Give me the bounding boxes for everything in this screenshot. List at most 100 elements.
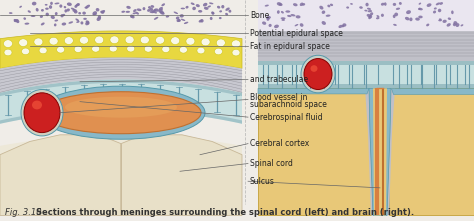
Ellipse shape <box>365 3 369 6</box>
Ellipse shape <box>186 37 195 45</box>
Ellipse shape <box>55 19 58 22</box>
Ellipse shape <box>319 6 323 10</box>
Ellipse shape <box>310 65 318 72</box>
Ellipse shape <box>74 10 78 13</box>
Ellipse shape <box>147 9 150 12</box>
Ellipse shape <box>376 15 379 17</box>
Ellipse shape <box>199 20 202 23</box>
Polygon shape <box>258 88 371 215</box>
Ellipse shape <box>185 6 189 9</box>
Ellipse shape <box>394 13 398 16</box>
Ellipse shape <box>144 46 152 52</box>
Ellipse shape <box>159 7 163 10</box>
Ellipse shape <box>418 16 423 18</box>
Ellipse shape <box>173 11 178 14</box>
Ellipse shape <box>211 12 214 15</box>
Ellipse shape <box>322 21 326 25</box>
Ellipse shape <box>159 11 163 13</box>
Ellipse shape <box>37 86 205 139</box>
Ellipse shape <box>56 46 64 53</box>
Circle shape <box>301 55 335 93</box>
Ellipse shape <box>192 7 196 10</box>
Ellipse shape <box>9 12 12 14</box>
Ellipse shape <box>50 2 53 5</box>
Ellipse shape <box>16 20 19 23</box>
Ellipse shape <box>178 20 181 22</box>
Ellipse shape <box>176 17 179 19</box>
Ellipse shape <box>406 10 411 14</box>
Ellipse shape <box>436 2 440 5</box>
Ellipse shape <box>130 16 134 18</box>
Ellipse shape <box>130 15 135 18</box>
Ellipse shape <box>55 12 58 15</box>
Ellipse shape <box>126 6 131 9</box>
Ellipse shape <box>36 8 38 11</box>
Circle shape <box>21 90 63 136</box>
Ellipse shape <box>49 5 52 9</box>
Ellipse shape <box>196 4 200 7</box>
Ellipse shape <box>262 21 266 25</box>
Ellipse shape <box>381 14 384 17</box>
Ellipse shape <box>162 46 170 53</box>
Ellipse shape <box>64 6 66 8</box>
Ellipse shape <box>269 24 272 27</box>
Polygon shape <box>258 88 369 94</box>
Ellipse shape <box>109 45 117 52</box>
Ellipse shape <box>184 22 188 24</box>
Polygon shape <box>0 0 242 31</box>
Ellipse shape <box>178 19 181 22</box>
Text: Blood vessel in: Blood vessel in <box>250 93 307 102</box>
Ellipse shape <box>381 3 384 6</box>
Ellipse shape <box>342 25 345 27</box>
Ellipse shape <box>23 17 26 20</box>
Ellipse shape <box>410 17 412 21</box>
Ellipse shape <box>217 6 220 9</box>
Ellipse shape <box>75 18 79 21</box>
Ellipse shape <box>191 2 195 5</box>
Ellipse shape <box>81 21 83 25</box>
Polygon shape <box>258 84 474 88</box>
Ellipse shape <box>203 3 208 6</box>
Ellipse shape <box>100 11 104 14</box>
Polygon shape <box>0 135 242 215</box>
Ellipse shape <box>266 16 271 19</box>
Ellipse shape <box>399 2 402 5</box>
Ellipse shape <box>456 23 459 27</box>
Ellipse shape <box>368 10 372 12</box>
Ellipse shape <box>85 21 89 25</box>
Ellipse shape <box>282 19 285 21</box>
Text: Potential epidural space: Potential epidural space <box>250 29 343 38</box>
Ellipse shape <box>155 36 164 44</box>
Ellipse shape <box>27 10 31 13</box>
Ellipse shape <box>126 11 130 13</box>
Ellipse shape <box>211 11 214 14</box>
Ellipse shape <box>419 8 423 10</box>
Ellipse shape <box>64 9 67 13</box>
Ellipse shape <box>219 17 222 19</box>
Ellipse shape <box>376 17 380 19</box>
Text: Fig. 3.10: Fig. 3.10 <box>5 208 46 217</box>
Ellipse shape <box>438 19 442 21</box>
Ellipse shape <box>419 3 421 5</box>
Ellipse shape <box>434 8 437 10</box>
Ellipse shape <box>133 9 137 12</box>
Ellipse shape <box>277 10 280 14</box>
Ellipse shape <box>295 24 298 26</box>
Ellipse shape <box>438 9 441 12</box>
Ellipse shape <box>326 15 330 17</box>
Ellipse shape <box>158 9 163 12</box>
Polygon shape <box>0 57 242 93</box>
Ellipse shape <box>41 9 44 11</box>
Ellipse shape <box>393 15 395 18</box>
Ellipse shape <box>322 10 325 14</box>
Ellipse shape <box>426 24 429 26</box>
Ellipse shape <box>279 3 283 6</box>
Ellipse shape <box>214 48 222 55</box>
Polygon shape <box>0 0 242 215</box>
Ellipse shape <box>180 14 184 18</box>
Ellipse shape <box>25 23 29 25</box>
Polygon shape <box>258 61 474 88</box>
Ellipse shape <box>161 11 164 14</box>
Ellipse shape <box>342 23 346 27</box>
Ellipse shape <box>149 11 154 13</box>
